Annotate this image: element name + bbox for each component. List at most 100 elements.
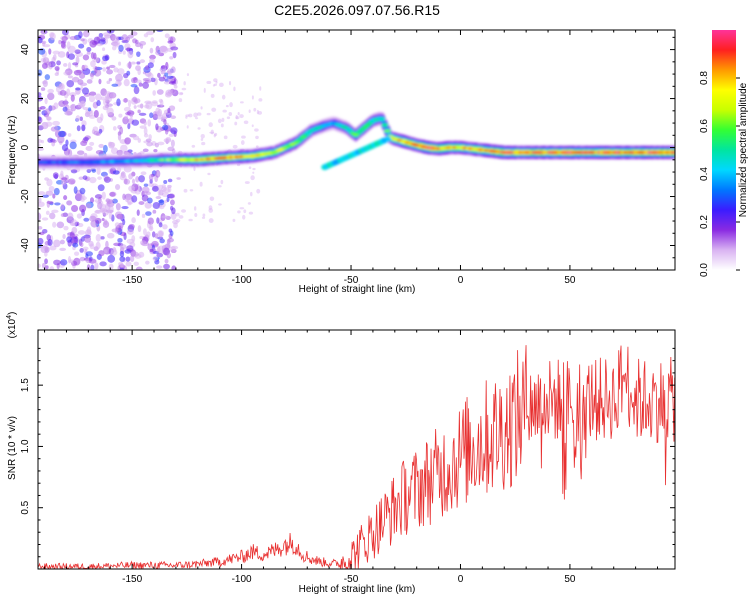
noise-speck — [214, 132, 218, 137]
noise-speck — [98, 143, 105, 149]
noise-speck — [121, 205, 129, 210]
noise-speck — [168, 193, 176, 199]
noise-speck — [112, 170, 120, 175]
noise-speck — [132, 135, 140, 141]
spectrogram-y-ticks: -40 -20 0 20 40 — [20, 36, 675, 271]
noise-speck — [213, 83, 217, 86]
noise-speck — [60, 203, 65, 210]
noise-speck — [155, 195, 162, 200]
noise-speck — [128, 173, 133, 180]
noise-speck — [52, 193, 56, 199]
noise-speck — [156, 253, 164, 258]
noise-speck — [166, 240, 171, 248]
noise-speck — [65, 139, 69, 147]
noise-speck — [69, 92, 77, 97]
noise-speck — [113, 126, 117, 131]
noise-speck — [117, 214, 123, 220]
noise-speck — [95, 72, 102, 76]
noise-speck — [126, 245, 134, 252]
noise-speck — [114, 184, 121, 191]
ridge-cell — [383, 129, 391, 133]
spectrogram-x-axis-label: Height of straight line (km) — [299, 284, 416, 295]
noise-speck — [95, 209, 100, 214]
noise-speck — [156, 171, 161, 177]
noise-speck — [54, 66, 60, 71]
chart-title: C2E5.2026.097.07.56.R15 — [274, 2, 440, 18]
noise-speck — [221, 117, 225, 122]
noise-speck — [211, 107, 217, 112]
noise-speck — [60, 40, 66, 49]
noise-speck — [193, 206, 197, 211]
noise-speck — [98, 250, 105, 257]
ridge-cell — [357, 129, 365, 132]
noise-speck — [100, 236, 105, 240]
noise-speck — [167, 89, 176, 95]
noise-speck — [250, 175, 255, 181]
noise-speck — [100, 113, 104, 121]
noise-speck — [72, 242, 79, 248]
noise-speck — [151, 101, 159, 107]
noise-speck — [144, 201, 152, 209]
noise-speck — [69, 104, 75, 110]
noise-speck — [42, 44, 51, 48]
noise-speck — [73, 257, 81, 266]
noise-speck — [96, 167, 101, 175]
ridge-cell — [347, 129, 355, 133]
noise-speck — [89, 72, 95, 77]
noise-speck — [210, 93, 215, 98]
noise-speck — [86, 168, 92, 174]
noise-speck — [38, 37, 43, 44]
noise-speck — [175, 212, 180, 217]
noise-speck — [101, 217, 105, 222]
noise-speck — [92, 126, 99, 133]
noise-speck — [118, 44, 124, 52]
noise-speck — [152, 185, 159, 192]
noise-speck — [152, 90, 156, 96]
noise-speck — [228, 80, 232, 86]
noise-speck — [122, 193, 126, 201]
noise-speck — [103, 249, 108, 254]
noise-speck — [53, 259, 61, 266]
ridge-cell — [352, 133, 360, 137]
noise-speck — [133, 98, 141, 104]
noise-speck — [150, 77, 156, 83]
noise-speck — [79, 116, 83, 122]
noise-speck — [139, 235, 144, 240]
noise-speck — [119, 267, 124, 270]
noise-speck — [94, 217, 102, 224]
noise-speck — [186, 73, 190, 77]
noise-speck — [83, 136, 89, 142]
noise-speck — [52, 221, 57, 228]
noise-speck — [136, 209, 140, 216]
noise-speck — [143, 120, 147, 126]
noise-speck — [67, 178, 76, 185]
noise-speck — [97, 203, 104, 208]
noise-speck — [67, 212, 74, 221]
noise-speck — [111, 45, 117, 51]
noise-speck — [176, 177, 181, 180]
noise-speck — [44, 97, 48, 105]
noise-speck — [70, 169, 78, 174]
noise-speck — [96, 43, 103, 47]
noise-speck — [136, 61, 141, 65]
noise-speck — [74, 49, 81, 54]
noise-speck — [86, 51, 91, 55]
noise-speck — [181, 87, 187, 91]
noise-speck — [122, 50, 126, 55]
noise-speck — [153, 148, 158, 153]
noise-speck — [122, 98, 129, 103]
noise-speck — [116, 98, 121, 107]
noise-speck — [225, 104, 229, 108]
noise-speck — [248, 109, 251, 113]
colorbar-tick-label: 0.6 — [699, 119, 710, 133]
noise-speck — [152, 256, 159, 262]
noise-speck — [129, 255, 135, 262]
noise-speck — [93, 130, 100, 136]
noise-speck — [223, 135, 228, 140]
noise-speck — [146, 231, 151, 238]
noise-speck — [168, 228, 173, 233]
noise-speck — [159, 238, 165, 244]
noise-speck — [200, 138, 204, 141]
noise-speck — [247, 202, 251, 205]
noise-speck — [127, 228, 134, 235]
